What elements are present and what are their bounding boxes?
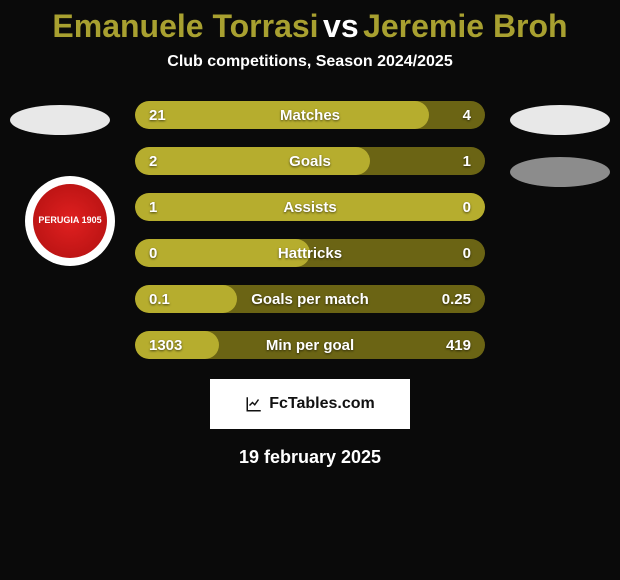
stat-right-value: 0	[463, 239, 471, 267]
stat-bar-hattricks: 0Hattricks0	[135, 239, 485, 267]
club-badge: PERUGIA 1905	[25, 176, 115, 266]
stat-right-value: 4	[463, 101, 471, 129]
subtitle: Club competitions, Season 2024/2025	[0, 53, 620, 71]
date-label: 19 february 2025	[0, 447, 620, 468]
stat-right-value: 1	[463, 147, 471, 175]
stat-label: Assists	[135, 193, 485, 221]
stats-icon	[245, 395, 263, 413]
stat-label: Goals per match	[135, 285, 485, 313]
stat-label: Matches	[135, 101, 485, 129]
stat-label: Min per goal	[135, 331, 485, 359]
stat-label: Hattricks	[135, 239, 485, 267]
stat-bar-min-per-goal: 1303Min per goal419	[135, 331, 485, 359]
stat-label: Goals	[135, 147, 485, 175]
stat-bar-goals: 2Goals1	[135, 147, 485, 175]
stat-bar-matches: 21Matches4	[135, 101, 485, 129]
stat-bar-goals-per-match: 0.1Goals per match0.25	[135, 285, 485, 313]
source-box: FcTables.com	[210, 379, 410, 429]
club-badge-inner: PERUGIA 1905	[33, 184, 107, 258]
comparison-body: PERUGIA 1905 21Matches42Goals11Assists00…	[0, 91, 620, 371]
vs-text: vs	[323, 8, 359, 44]
stat-bars: 21Matches42Goals11Assists00Hattricks00.1…	[135, 101, 485, 377]
stat-right-value: 0	[463, 193, 471, 221]
stat-right-value: 0.25	[442, 285, 471, 313]
source-label: FcTables.com	[269, 395, 375, 413]
stat-bar-assists: 1Assists0	[135, 193, 485, 221]
player2-name: Jeremie Broh	[363, 8, 568, 44]
placeholder-oval-left	[10, 105, 110, 135]
player1-name: Emanuele Torrasi	[52, 8, 318, 44]
stat-right-value: 419	[446, 331, 471, 359]
placeholder-oval-right-top	[510, 105, 610, 135]
title: Emanuele Torrasi vs Jeremie Broh	[0, 0, 620, 45]
comparison-card: Emanuele Torrasi vs Jeremie Broh Club co…	[0, 0, 620, 580]
placeholder-oval-right-mid	[510, 157, 610, 187]
